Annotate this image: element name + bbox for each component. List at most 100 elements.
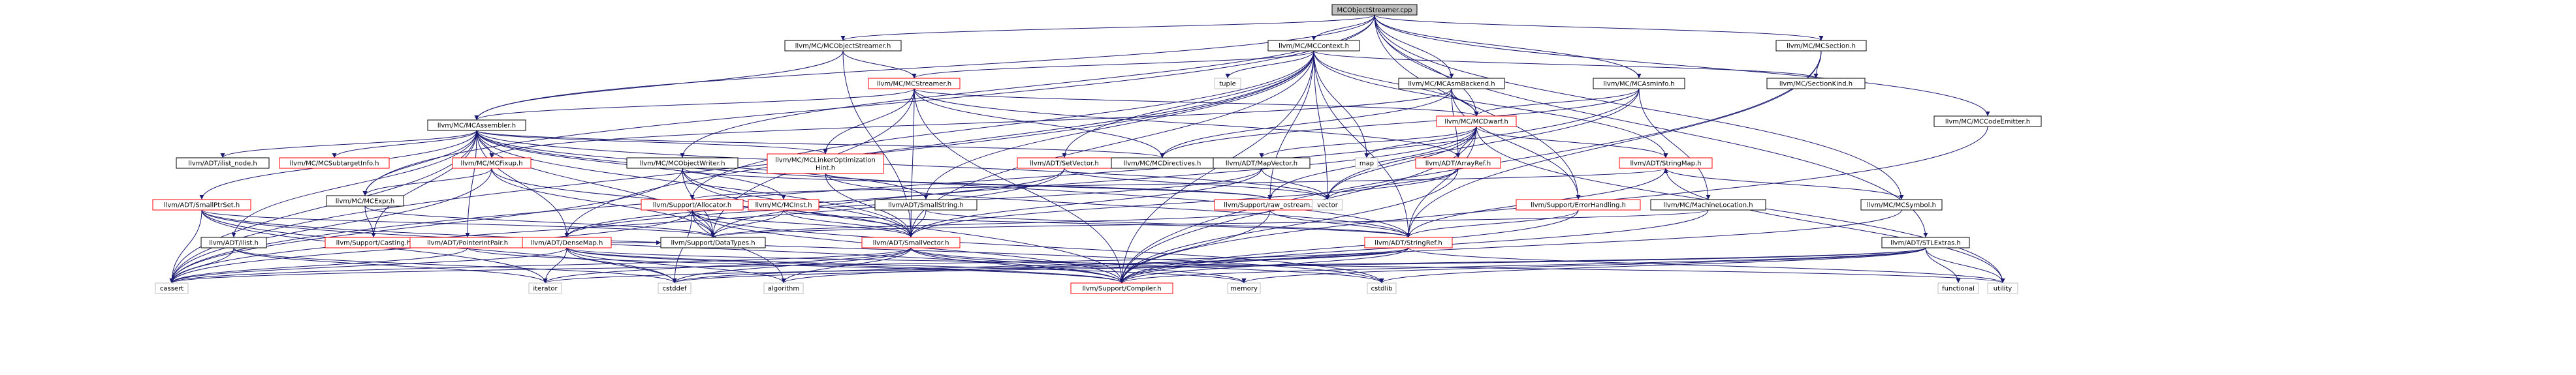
edge-ilist-to-cassert [169,247,234,284]
edge-mcassembler-to-vector [476,130,1330,200]
node-mcexpr[interactable]: llvm/MC/MCExpr.h [326,195,404,207]
node-cstddef: cstddef [658,282,692,294]
edge-stlextras-to-iterator [543,247,1926,284]
edge-mcinst-to-stringref [783,209,1411,238]
edge-mcobjectwriter-to-compiler [682,168,1124,284]
node-allocator[interactable]: llvm/Support/Allocator.h [641,199,744,211]
node-label-raw_ostream: llvm/Support/raw_ostream.h [1224,202,1316,209]
node-box-mcobjectwriter [626,157,739,169]
node-label-mcdirectives: llvm/MC/MCDirectives.h [1124,160,1201,168]
node-stringref[interactable]: llvm/ADT/StringRef.h [1364,237,1453,248]
node-label-setvector: llvm/ADT/SetVector.h [1030,160,1099,168]
node-box-mccodeemitter [1933,115,2042,127]
node-mccodeemitter[interactable]: llvm/MC/MCCodeEmitter.h [1933,115,2042,127]
node-label-utility: utility [1994,286,2012,293]
node-cassert: cassert [155,282,189,294]
node-mcsubtarget[interactable]: llvm/MC/MCSubtargetInfo.h [279,157,390,169]
node-compiler[interactable]: llvm/Support/Compiler.h [1070,282,1173,294]
node-errorhandling[interactable]: llvm/Support/ErrorHandling.h [1516,199,1641,211]
node-raw_ostream[interactable]: llvm/Support/raw_ostream.h [1214,199,1326,211]
node-label-compiler: llvm/Support/Compiler.h [1082,286,1161,293]
node-ilist[interactable]: llvm/ADT/ilist.h [200,237,267,248]
node-label-functional: functional [1942,286,1975,293]
node-smallstring[interactable]: llvm/ADT/SmallString.h [874,199,978,211]
node-pointerintpair[interactable]: llvm/ADT/PointerIntPair.h [409,237,526,248]
node-label-machinelocation: llvm/MC/MachineLocation.h [1663,202,1753,209]
node-label-algorithm: algorithm [768,286,799,293]
edge-mcexpr-to-datatypes [364,205,716,238]
node-mcos_h[interactable]: llvm/MC/MCObjectStreamer.h [784,40,902,52]
edge-mcinst-to-smallvector [783,209,914,238]
node-mcsection[interactable]: llvm/MC/MCSection.h [1775,40,1867,52]
node-mcstreamer[interactable]: llvm/MC/MCStreamer.h [868,78,961,89]
edge-smallptrset-to-cassert [169,209,202,284]
node-mcinst[interactable]: llvm/MC/MCInst.h [748,199,819,211]
edge-arrayref-to-compiler [1119,168,1459,284]
node-functional: functional [1937,282,1979,294]
node-machinelocation[interactable]: llvm/MC/MachineLocation.h [1650,199,1766,211]
node-label-mapvector: llvm/ADT/MapVector.h [1226,160,1297,168]
node-root[interactable]: MCObjectStreamer.cpp [1331,4,1418,16]
node-mcdwarf[interactable]: llvm/MC/MCDwarf.h [1436,115,1517,127]
node-label-mclinkeropt: Hint.h [816,165,835,172]
edge-errorhandling-to-stringref [1406,209,1579,238]
node-label-sectionkind: llvm/MC/SectionKind.h [1779,81,1852,88]
node-box-root [1331,4,1418,16]
node-setvector[interactable]: llvm/ADT/SetVector.h [1017,157,1112,169]
node-mcsymbol[interactable]: llvm/MC/MCSymbol.h [1860,199,1943,211]
edge-root-to-mcsymbol [1374,14,1904,200]
node-label-ilist: llvm/ADT/ilist.h [209,240,259,247]
node-smallptrset[interactable]: llvm/ADT/SmallPtrSet.h [152,199,251,211]
node-mcasmbackend[interactable]: llvm/MC/MCAsmBackend.h [1398,78,1505,89]
dependency-edges [169,14,2005,284]
edge-mcassembler-to-stringref [476,130,1411,238]
node-mcfixup[interactable]: llvm/MC/MCFixup.h [452,157,532,169]
node-mcassembler[interactable]: llvm/MC/MCAssembler.h [427,119,526,131]
node-label-mcsubtarget: llvm/MC/MCSubtargetInfo.h [290,160,379,168]
node-mcobjectwriter[interactable]: llvm/MC/MCObjectWriter.h [626,157,739,169]
edge-pointerintpair-to-cassert [169,247,468,284]
edge-densemap-to-algorithm [566,247,786,284]
edge-mcasmbackend-to-errorhandling [1451,88,1581,200]
edge-mcstreamer-to-mcassembler [474,88,915,121]
edge-smallstring-to-stringref [925,209,1411,238]
node-ilist_node[interactable]: llvm/ADT/ilist_node.h [176,157,270,169]
node-mcasminfo[interactable]: llvm/MC/MCAsmInfo.h [1593,78,1685,89]
node-tuple: tuple [1214,78,1241,89]
node-stringmap[interactable]: llvm/ADT/StringMap.h [1619,157,1713,169]
node-stlextras[interactable]: llvm/ADT/STLExtras.h [1881,237,1970,248]
node-box-stlextras [1881,237,1970,248]
edge-mcsection-to-sectionkind [1813,50,1822,79]
node-mapvector[interactable]: llvm/ADT/MapVector.h [1213,157,1311,169]
node-label-root: MCObjectStreamer.cpp [1337,7,1412,14]
node-box-map [1355,157,1378,169]
node-smallvector[interactable]: llvm/ADT/SmallVector.h [861,237,961,248]
dependency-nodes: MCObjectStreamer.cpp llvm/MC/MCObjectStre… [152,4,2042,294]
node-label-map: map [1360,160,1374,168]
edge-stringref-to-cassert [169,247,1409,284]
edge-mccontext-to-stringmap [1313,50,1668,158]
node-label-smallptrset: llvm/ADT/SmallPtrSet.h [164,202,240,209]
edge-mccontext-to-smallstring [923,50,1314,200]
edge-mcasmbackend-to-mcdirectives [1160,88,1452,158]
node-casting[interactable]: llvm/Support/Casting.h [325,237,422,248]
node-box-utility [1987,282,2018,294]
node-sectionkind[interactable]: llvm/MC/SectionKind.h [1766,78,1866,89]
node-label-stlextras: llvm/ADT/STLExtras.h [1890,240,1961,247]
node-label-mclinkeropt: llvm/MC/MCLinkerOptimization [775,157,876,164]
node-densemap[interactable]: llvm/ADT/DenseMap.h [522,237,612,248]
node-label-tuple: tuple [1219,81,1236,88]
node-box-cstddef [658,282,692,294]
edge-smallvector-to-cstdlib [910,247,1384,284]
node-mcdirectives[interactable]: llvm/MC/MCDirectives.h [1111,157,1214,169]
edge-mapvector-to-smallvector [908,168,1262,238]
node-box-arrayref [1415,157,1501,169]
node-arrayref[interactable]: llvm/ADT/ArrayRef.h [1415,157,1501,169]
edge-mcexpr-to-casting [364,205,376,238]
node-mccontext[interactable]: llvm/MC/MCContext.h [1267,40,1360,52]
node-datatypes[interactable]: llvm/Support/DataTypes.h [660,237,766,248]
edge-mcassembler-to-smallvector [476,130,914,238]
edge-mccontext-to-tuple [1225,50,1314,79]
